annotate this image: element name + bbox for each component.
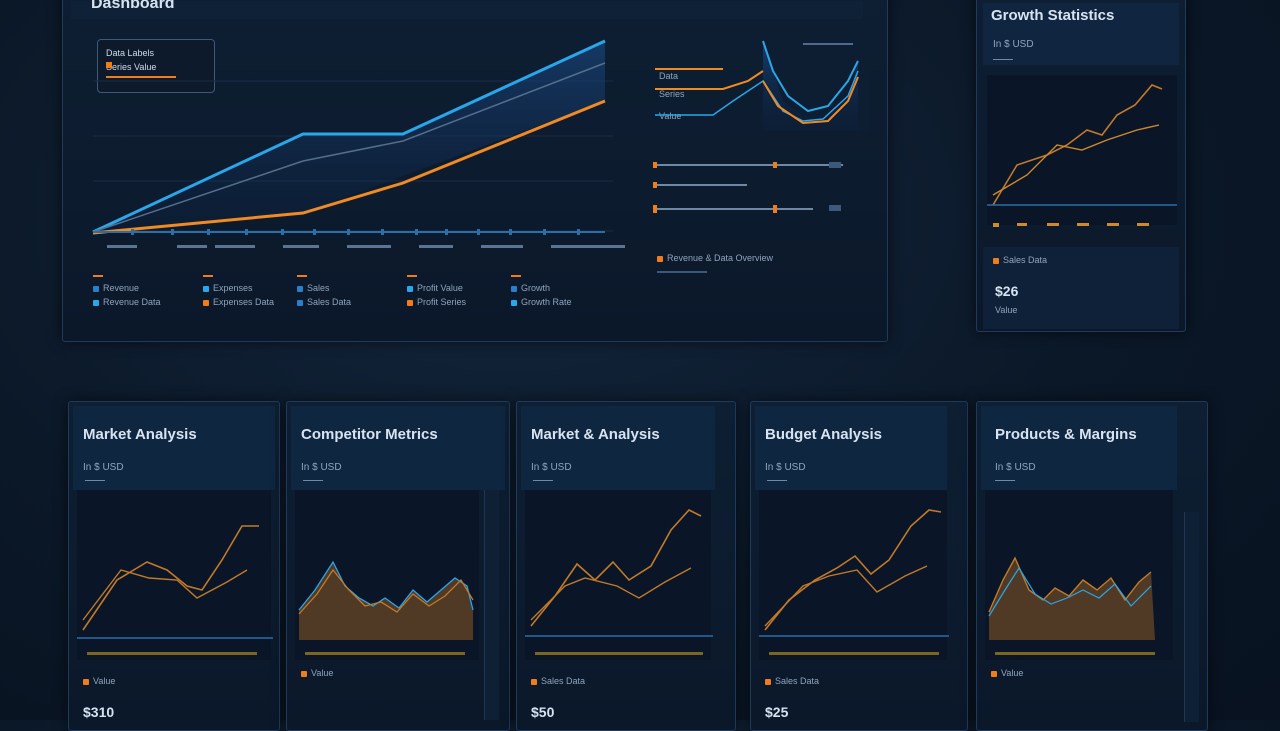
card-chart xyxy=(525,490,713,660)
main-title-bar: Dashboard xyxy=(71,0,863,19)
card-subtitle: In $ USD xyxy=(765,462,806,473)
card-subtitle: In $ USD xyxy=(531,462,572,473)
chart-tooltip: Data Labels Series Value xyxy=(97,39,215,93)
growth-panel: Growth Statistics In $ USD Sales Data $2… xyxy=(976,0,1186,332)
main-legend: Revenue Revenue Data Expenses Expenses D… xyxy=(93,275,613,315)
card-value: $310 xyxy=(83,704,115,720)
growth-line-chart xyxy=(987,75,1177,227)
mini-label: Data xyxy=(659,71,679,81)
series-orange xyxy=(92,99,606,235)
legend-item: Revenue Data xyxy=(93,297,161,307)
tooltip-line-2: Series Value xyxy=(106,62,157,72)
card-market-analysis[interactable]: Market Analysis In $ USD Value $310 xyxy=(68,401,280,731)
series-blue xyxy=(92,39,606,234)
card-scrollbar[interactable] xyxy=(484,490,499,720)
card-title: Market & Analysis xyxy=(531,426,660,443)
legend-item: Revenue xyxy=(93,283,139,293)
growth-value: $26 xyxy=(995,283,1019,299)
card-title: Competitor Metrics xyxy=(301,426,438,443)
growth-value-sub: Value xyxy=(995,305,1018,315)
tooltip-line-1: Data Labels xyxy=(106,48,155,58)
mini-label: Value xyxy=(659,111,682,121)
legend-item: Sales Data xyxy=(297,297,351,307)
mini-bar-rows xyxy=(653,162,843,213)
card-legend: Value xyxy=(991,668,1023,678)
mini-line-chart xyxy=(655,40,869,131)
card-budget-analysis[interactable]: Budget Analysis In $ USD Sales Data $25 xyxy=(750,401,968,731)
band-area xyxy=(93,41,605,232)
card-legend: Sales Data xyxy=(531,676,585,686)
card-scrollbar[interactable] xyxy=(1184,512,1199,722)
card-chart xyxy=(985,490,1173,660)
legend-item: Expenses Data xyxy=(203,297,274,307)
card-chart xyxy=(759,490,949,660)
card-value: $50 xyxy=(531,704,555,720)
card-area-chart xyxy=(988,556,1155,655)
legend-item: Profit Value xyxy=(407,283,463,293)
legend-item: Growth xyxy=(511,283,550,293)
main-line-chart xyxy=(92,39,625,248)
card-market-analysis-2[interactable]: Market & Analysis In $ USD Sales Data $5… xyxy=(516,401,736,731)
card-chart xyxy=(77,490,273,660)
card-products-margins[interactable]: Products & Margins In $ USD Value xyxy=(976,401,1208,731)
growth-panel-title: Growth Statistics xyxy=(991,7,1115,24)
legend-item: Growth Rate xyxy=(511,297,572,307)
page-title: Dashboard xyxy=(91,0,175,12)
card-line-chart xyxy=(77,525,273,655)
card-legend: Value xyxy=(301,668,333,678)
growth-value-box: Sales Data $26 Value xyxy=(983,247,1179,329)
growth-legend: Sales Data xyxy=(993,255,1047,265)
card-subtitle: In $ USD xyxy=(995,462,1036,473)
legend-item: Expenses xyxy=(203,283,253,293)
card-subtitle: In $ USD xyxy=(83,462,124,473)
card-area-chart xyxy=(298,560,474,655)
card-legend: Sales Data xyxy=(765,676,819,686)
card-value: $25 xyxy=(765,704,789,720)
card-chart xyxy=(295,490,479,660)
main-chart-panel: Dashboard Data Labels Series Value xyxy=(62,0,888,342)
mini-label: Series xyxy=(659,89,685,99)
growth-panel-header: Growth Statistics In $ USD xyxy=(983,3,1179,65)
growth-panel-subtitle: In $ USD xyxy=(993,39,1034,50)
legend-item: Profit Series xyxy=(407,297,466,307)
card-subtitle: In $ USD xyxy=(301,462,342,473)
card-legend: Value xyxy=(83,676,115,686)
card-title: Market Analysis xyxy=(83,426,197,443)
series-grey xyxy=(92,62,606,233)
bar-row-label: Revenue & Data Overview xyxy=(657,253,773,263)
legend-item: Sales xyxy=(297,283,330,293)
card-line-chart xyxy=(759,509,949,655)
card-competitor-metrics[interactable]: Competitor Metrics In $ USD Value xyxy=(286,401,510,731)
card-line-chart xyxy=(525,509,713,655)
card-title: Budget Analysis xyxy=(765,426,882,443)
card-title: Products & Margins xyxy=(995,426,1137,443)
